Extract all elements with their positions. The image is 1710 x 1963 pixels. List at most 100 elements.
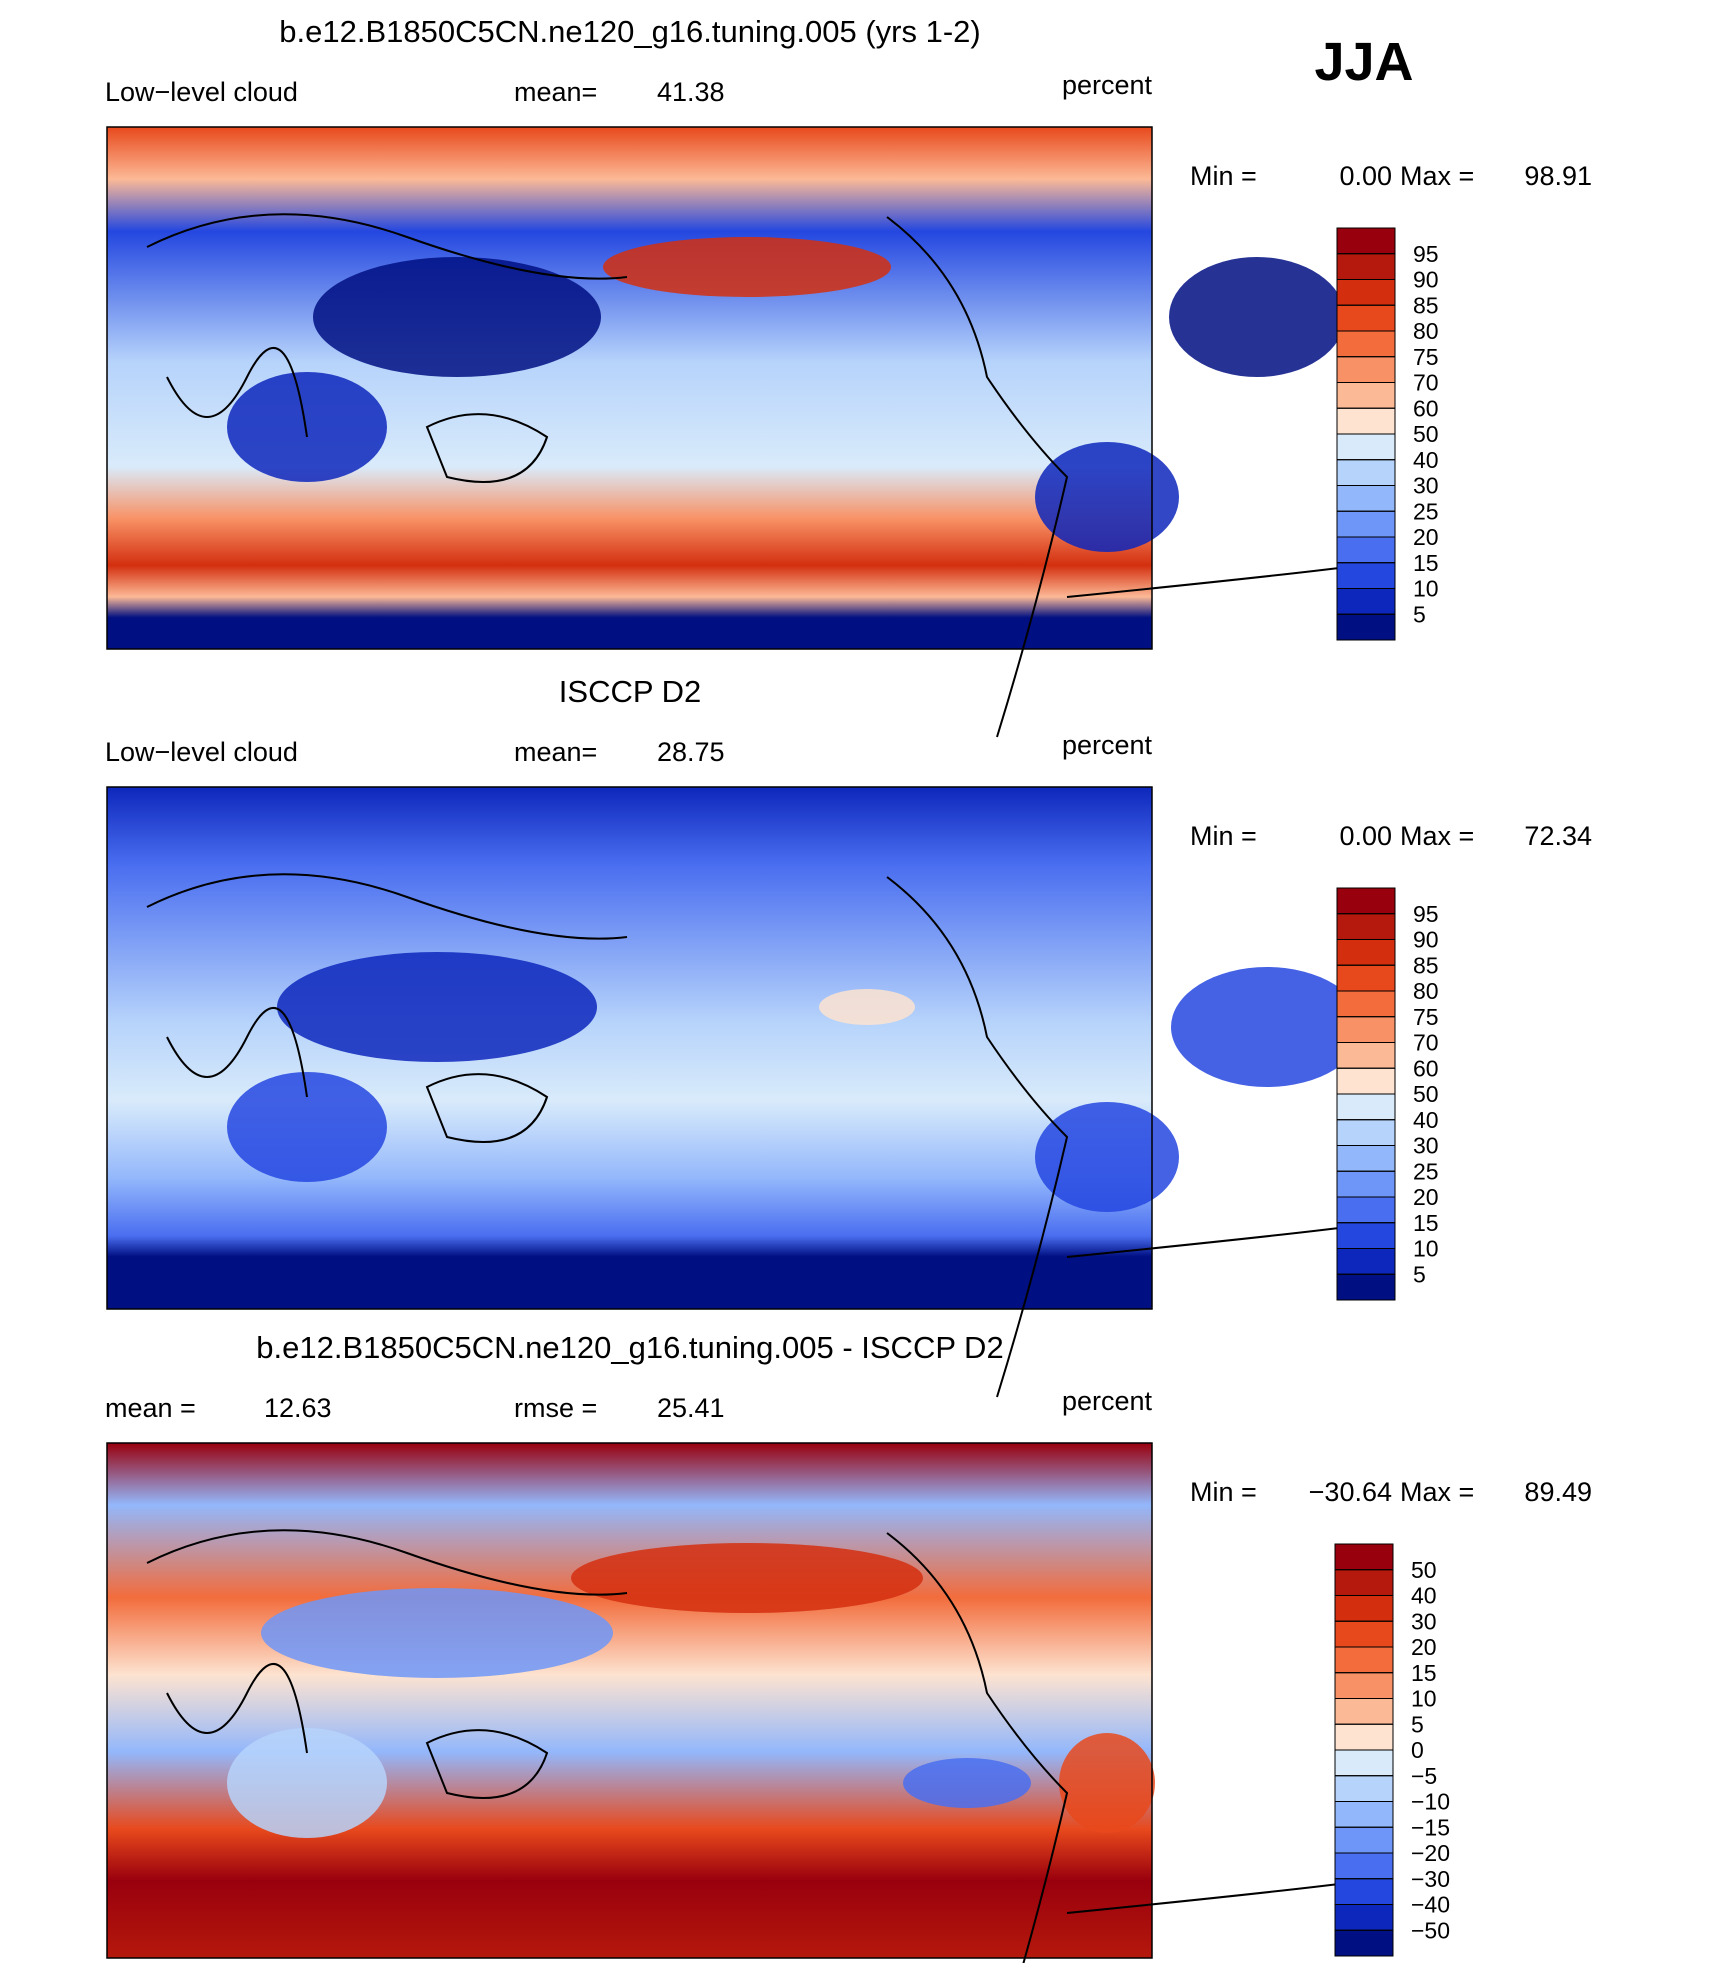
colorbar-label: 50: [1411, 1557, 1437, 1583]
map-field: [107, 1443, 1152, 1958]
center-value: 25.41: [657, 1393, 725, 1423]
colorbar-label: −30: [1411, 1866, 1450, 1892]
colorbar-box: [1334, 1620, 1394, 1648]
map-frame: [106, 126, 1153, 650]
colorbar-label: 15: [1413, 550, 1439, 576]
colorbar-box: [1336, 913, 1396, 940]
center-label: rmse =: [514, 1393, 597, 1423]
colorbar-label: 70: [1413, 1030, 1439, 1056]
colorbar-label: 85: [1413, 952, 1439, 978]
map-region: [819, 989, 915, 1025]
colorbar-label: 25: [1413, 498, 1439, 524]
colorbar-label: 95: [1413, 901, 1439, 927]
colorbar-box: [1334, 1904, 1394, 1931]
colorbar-label: 50: [1413, 421, 1439, 447]
colorbar-box: [1336, 382, 1396, 409]
map-region: [1059, 1733, 1155, 1833]
colorbar-box: [1336, 1196, 1396, 1224]
colorbar-label: 40: [1413, 1107, 1439, 1133]
colorbar-label: 30: [1413, 473, 1439, 499]
max-label: Max =: [1400, 161, 1474, 191]
max-label: Max =: [1400, 821, 1474, 851]
colorbar-label: −20: [1411, 1840, 1450, 1866]
colorbar-box: [1336, 304, 1396, 332]
colorbar-box: [1334, 1543, 1394, 1571]
colorbar-label: 80: [1413, 318, 1439, 344]
colorbar-label: −50: [1411, 1917, 1450, 1943]
min-label: Min =: [1190, 1477, 1257, 1507]
colorbar-box: [1336, 964, 1396, 992]
colorbar-box: [1336, 536, 1396, 564]
units: percent: [1062, 730, 1153, 760]
colorbar-label: 95: [1413, 241, 1439, 267]
coastline: [146, 213, 1348, 738]
map-region: [313, 257, 601, 377]
colorbar-box: [1336, 356, 1396, 383]
min-value: −30.64: [1309, 1477, 1392, 1507]
colorbar-label: 30: [1411, 1608, 1437, 1634]
min-value: 0.00: [1339, 821, 1392, 851]
colorbar-box: [1336, 1093, 1396, 1121]
colorbar-label: −10: [1411, 1789, 1450, 1815]
colorbar-box: [1336, 253, 1396, 280]
colorbar-box: [1336, 588, 1396, 615]
colorbar-box: [1334, 1826, 1394, 1854]
center-label: mean=: [514, 737, 597, 767]
colorbar-label: 20: [1413, 524, 1439, 550]
colorbar-label: 20: [1413, 1184, 1439, 1210]
colorbar-box: [1336, 1016, 1396, 1043]
units: percent: [1062, 1386, 1153, 1416]
map-region: [227, 372, 387, 482]
colorbar-label: 60: [1413, 395, 1439, 421]
colorbar-label: 20: [1411, 1634, 1437, 1660]
colorbar-label: 60: [1413, 1055, 1439, 1081]
colorbar-box: [1336, 1042, 1396, 1069]
map-region: [1035, 442, 1179, 552]
colorbar-label: 85: [1413, 292, 1439, 318]
map-region: [261, 1588, 613, 1678]
colorbar-box: [1334, 1929, 1394, 1957]
colorbar-label: 30: [1413, 1133, 1439, 1159]
map-region: [227, 1072, 387, 1182]
colorbar-label: 25: [1413, 1158, 1439, 1184]
colorbar-box: [1334, 1698, 1394, 1725]
max-value: 98.91: [1524, 161, 1592, 191]
map-region: [227, 1728, 387, 1838]
colorbar-box: [1336, 1273, 1396, 1301]
left-label: mean =: [105, 1393, 196, 1423]
center-label: mean=: [514, 77, 597, 107]
max-label: Max =: [1400, 1477, 1474, 1507]
colorbar-label: 5: [1413, 1261, 1426, 1287]
colorbar-box: [1336, 1067, 1396, 1095]
min-value: 0.00: [1339, 161, 1392, 191]
colorbar-label: 0: [1411, 1737, 1424, 1763]
map-region: [1035, 1102, 1179, 1212]
coastline: [146, 873, 1348, 1398]
colorbar-box: [1336, 279, 1396, 306]
colorbar-box: [1334, 1723, 1394, 1751]
map-region: [603, 237, 891, 297]
colorbar-label: 15: [1411, 1660, 1437, 1686]
colorbar-box: [1336, 227, 1396, 255]
colorbar-label: −40: [1411, 1892, 1450, 1918]
colorbar-box: [1334, 1749, 1394, 1777]
colorbar-box: [1336, 1248, 1396, 1275]
max-value: 72.34: [1524, 821, 1592, 851]
center-value: 41.38: [657, 77, 725, 107]
colorbar-box: [1336, 887, 1396, 915]
coastline: [146, 1529, 1348, 1963]
colorbar-label: 40: [1411, 1583, 1437, 1609]
center-value: 28.75: [657, 737, 725, 767]
panel-title: ISCCP D2: [559, 674, 701, 709]
min-label: Min =: [1190, 161, 1257, 191]
colorbar-label: 75: [1413, 1004, 1439, 1030]
map-region: [571, 1543, 923, 1613]
colorbar-label: 5: [1413, 601, 1426, 627]
map-frame: [106, 786, 1153, 1310]
colorbar-box: [1336, 1119, 1396, 1146]
colorbar-box: [1336, 1222, 1396, 1249]
colorbar-box: [1336, 459, 1396, 486]
colorbar-box: [1336, 939, 1396, 966]
